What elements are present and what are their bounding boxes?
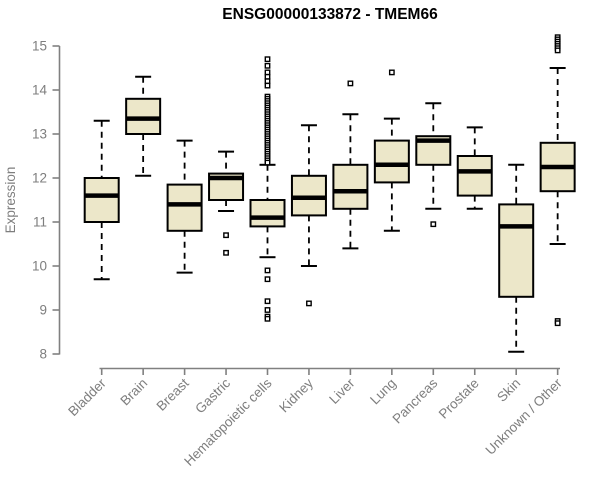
boxplot-box-hematopoietic-cells bbox=[249, 56, 286, 322]
x-category-label: Gastric bbox=[192, 375, 233, 416]
y-tick-label: 8 bbox=[39, 347, 47, 362]
y-tick-label: 12 bbox=[32, 171, 47, 186]
x-category-label: Brain bbox=[117, 376, 150, 409]
boxplot-box-unknown-other bbox=[539, 34, 576, 327]
x-category-label: Kidney bbox=[276, 375, 316, 415]
outlier-point bbox=[264, 315, 271, 322]
outlier-point bbox=[264, 159, 271, 166]
chart-title: ENSG00000133872 - TMEM66 bbox=[222, 6, 438, 23]
boxplot-box-liver bbox=[332, 80, 369, 250]
y-tick-label: 11 bbox=[33, 215, 47, 230]
boxplot-box-lung bbox=[373, 69, 410, 232]
x-category-label: Lung bbox=[367, 376, 399, 408]
boxplot-box-pancreas bbox=[415, 102, 452, 228]
outlier-point bbox=[554, 47, 561, 54]
outlier-point bbox=[264, 298, 271, 305]
y-tick-label: 13 bbox=[32, 127, 47, 142]
y-tick-label: 10 bbox=[32, 259, 47, 274]
outlier-point bbox=[223, 249, 229, 256]
iqr-box bbox=[166, 183, 203, 232]
y-tick-label: 9 bbox=[39, 303, 47, 318]
x-category-label: Liver bbox=[326, 375, 358, 407]
plot-area bbox=[83, 34, 576, 353]
outlier-point bbox=[264, 276, 271, 283]
outlier-point bbox=[223, 232, 229, 239]
y-axis-title: Expression bbox=[3, 167, 18, 234]
boxplot-box-breast bbox=[166, 139, 203, 274]
y-tick-label: 15 bbox=[32, 39, 47, 54]
x-category-label: Breast bbox=[154, 375, 192, 413]
iqr-box bbox=[83, 177, 120, 223]
outlier-point bbox=[264, 56, 271, 63]
x-category-label: Unknown / Other bbox=[483, 375, 566, 458]
iqr-box bbox=[249, 199, 286, 228]
outlier-point bbox=[430, 221, 437, 228]
x-category-label: Pancreas bbox=[389, 375, 440, 426]
boxplot-box-prostate bbox=[456, 126, 493, 210]
boxplot-box-skin bbox=[498, 163, 535, 353]
outlier-point bbox=[264, 267, 271, 274]
boxplot-box-brain bbox=[125, 75, 162, 177]
boxplot-box-kidney bbox=[290, 124, 327, 307]
outlier-point bbox=[306, 300, 312, 307]
y-tick-label: 14 bbox=[32, 83, 48, 98]
iqr-box bbox=[332, 163, 369, 210]
boxplot-box-gastric bbox=[208, 150, 245, 256]
outlier-point bbox=[347, 80, 354, 87]
outlier-point bbox=[554, 320, 561, 327]
x-category-label: Bladder bbox=[65, 375, 109, 419]
outlier-point bbox=[264, 307, 271, 313]
boxplot-box-bladder bbox=[83, 119, 120, 281]
outlier-point bbox=[388, 69, 395, 76]
iqr-box bbox=[456, 155, 493, 197]
iqr-box bbox=[498, 203, 535, 298]
x-category-label: Skin bbox=[494, 376, 523, 405]
outlier-point bbox=[264, 62, 271, 69]
iqr-box bbox=[373, 139, 410, 184]
outlier-point bbox=[264, 82, 271, 89]
x-category-label: Prostate bbox=[436, 376, 482, 422]
